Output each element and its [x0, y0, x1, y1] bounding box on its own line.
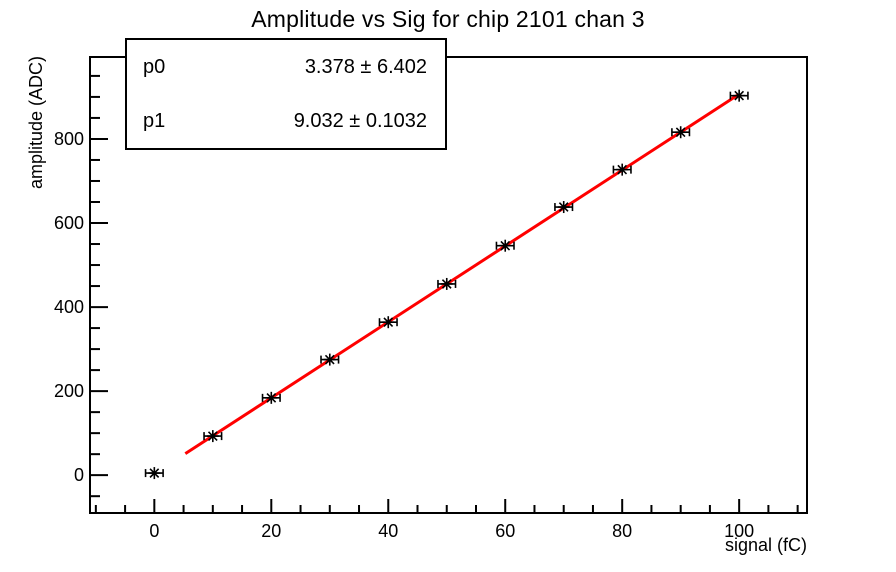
- fit-line-group: [184, 93, 739, 455]
- stats-row-p0: p0 3.378 ± 6.402: [127, 57, 445, 77]
- axis-ticks: [90, 74, 799, 513]
- axis-tick-labels: 0 20 40 60 80 100 0 200 400 600 800: [54, 129, 754, 541]
- marker-center: [678, 130, 683, 135]
- frame-rect: [89, 56, 808, 514]
- plot-frame: [89, 56, 808, 514]
- marker-center: [210, 434, 215, 439]
- stats-row-p1: p1 9.032 ± 0.1032: [127, 111, 445, 131]
- data-point: [261, 391, 281, 404]
- x-tick-label: 20: [261, 521, 281, 541]
- x-tick-label: 80: [612, 521, 632, 541]
- data-points-group: [144, 89, 749, 480]
- data-point: [612, 163, 632, 176]
- data-point: [729, 89, 749, 102]
- marker-center: [737, 93, 742, 98]
- y-tick-label: 0: [74, 465, 84, 485]
- marker-center: [152, 471, 157, 476]
- param-name-p1: p1: [143, 110, 166, 132]
- chart-title: Amplitude vs Sig for chip 2101 chan 3: [251, 6, 645, 32]
- data-point: [495, 239, 515, 252]
- y-tick-label: 800: [54, 129, 84, 149]
- y-tick-label: 600: [54, 213, 84, 233]
- y-tick-label: 200: [54, 381, 84, 401]
- data-point: [320, 353, 340, 366]
- data-point: [378, 316, 398, 329]
- param-value-p1: 9.032 ± 0.1032: [293, 110, 427, 132]
- marker-center: [269, 395, 274, 400]
- marker-center: [503, 243, 508, 248]
- stats-box: p0 3.378 ± 6.402 p1 9.032 ± 0.1032: [125, 38, 447, 150]
- data-point: [554, 201, 574, 214]
- y-tick-label: 400: [54, 297, 84, 317]
- marker-center: [561, 205, 566, 210]
- y-axis-title: amplitude (ADC): [26, 56, 46, 190]
- param-value-p0: 3.378 ± 6.402: [304, 56, 427, 78]
- fit-line: [184, 93, 739, 455]
- x-tick-label: 60: [495, 521, 515, 541]
- data-point: [671, 126, 691, 139]
- x-tick-label: 100: [724, 521, 754, 541]
- x-tick-label: 0: [149, 521, 159, 541]
- param-name-p0: p0: [143, 56, 166, 78]
- marker-center: [444, 281, 449, 286]
- marker-center: [620, 167, 625, 172]
- x-axis-title: signal (fC): [724, 535, 807, 555]
- x-tick-label: 40: [378, 521, 398, 541]
- marker-center: [386, 320, 391, 325]
- data-point: [203, 430, 223, 443]
- marker-center: [327, 357, 332, 362]
- data-point: [437, 277, 457, 290]
- data-point: [144, 467, 164, 480]
